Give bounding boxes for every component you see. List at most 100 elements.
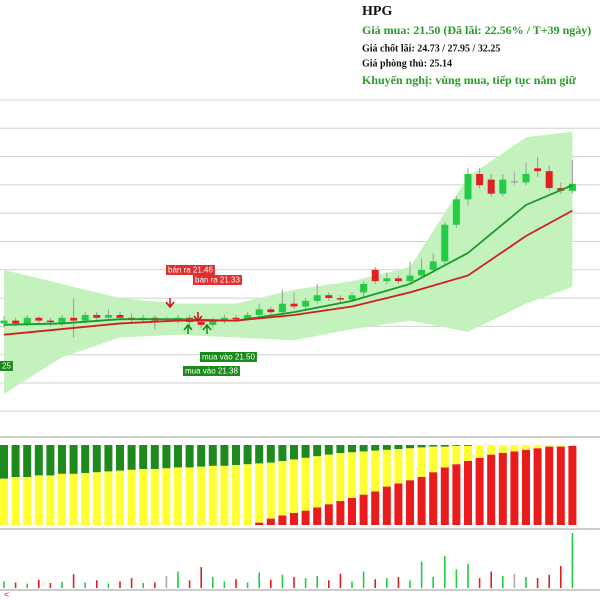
strength-segment xyxy=(348,452,356,498)
strength-segment xyxy=(208,445,217,466)
strength-segment xyxy=(232,465,240,525)
strength-segment xyxy=(533,448,542,525)
signal-box xyxy=(200,352,257,362)
candle-body xyxy=(418,269,426,276)
signal-text: bán ra 21.33 xyxy=(195,276,240,285)
strength-segment xyxy=(429,445,438,447)
candle-body xyxy=(81,314,89,321)
strength-segment xyxy=(266,518,275,525)
marks xyxy=(0,99,600,588)
buy-arrow xyxy=(183,323,193,334)
signal-box xyxy=(183,366,240,376)
scroll-left[interactable]: < xyxy=(4,589,9,599)
strength-segment xyxy=(324,445,333,455)
strength-segment xyxy=(46,445,55,476)
strength-segment xyxy=(394,445,403,449)
strength-segment xyxy=(232,445,240,465)
strength-segment xyxy=(522,449,530,525)
candle-body xyxy=(360,283,368,293)
candle-body xyxy=(35,317,43,321)
strength-segment xyxy=(81,473,90,525)
strength-segment xyxy=(220,445,229,466)
candle-body xyxy=(336,298,344,300)
strength-segment xyxy=(371,450,380,492)
candle-body xyxy=(534,168,542,172)
strength-segment xyxy=(243,464,252,525)
strength-segment xyxy=(150,445,159,469)
strength-segment xyxy=(406,480,414,525)
strength-segment xyxy=(23,477,32,525)
candle-body xyxy=(278,303,286,313)
strength-segment xyxy=(324,504,333,525)
candle-body xyxy=(522,173,530,183)
recommendation: Khuyến nghị: vùng mua, tiếp tục nắm giữ xyxy=(362,73,577,87)
buy-arrow xyxy=(202,323,212,334)
strength-segment xyxy=(382,445,391,450)
strength-segment xyxy=(81,445,90,473)
candle-body xyxy=(46,320,54,323)
strength-segment xyxy=(127,469,136,525)
strength-segment xyxy=(452,445,461,465)
strength-segment xyxy=(429,446,438,473)
strength-segment xyxy=(359,494,368,525)
strength-segment xyxy=(324,454,333,505)
strength-segment xyxy=(278,515,287,525)
strength-segment xyxy=(301,445,310,458)
strength-segment xyxy=(475,457,484,525)
signal-text: 25 xyxy=(2,362,11,371)
strength-segment xyxy=(255,445,264,464)
strength-segment xyxy=(139,469,148,525)
strength-segment xyxy=(301,457,310,511)
candle-body xyxy=(476,173,484,186)
strength-segment xyxy=(0,445,8,479)
signal-text: mua vào 21.38 xyxy=(185,367,238,376)
strength-segment xyxy=(371,491,380,525)
signal-box xyxy=(0,361,13,371)
candle-body xyxy=(209,320,217,325)
strength-segment xyxy=(34,445,43,476)
strength-segment xyxy=(290,513,298,525)
candle-body xyxy=(302,300,310,307)
strength-segment xyxy=(556,445,565,447)
strength-segment xyxy=(394,449,403,484)
strength-segment xyxy=(69,445,78,474)
candle-body xyxy=(441,224,449,262)
band-area xyxy=(4,131,573,394)
signal-label: mua vào 21.50 xyxy=(200,352,257,362)
strength-segment xyxy=(440,467,449,525)
candle-body xyxy=(325,295,333,299)
strength-segment xyxy=(174,467,182,525)
candle-body xyxy=(487,179,495,194)
signal-text: mua vào 21.50 xyxy=(202,353,255,362)
signal-label: bán ra 21.33 xyxy=(193,275,242,285)
strength-segment xyxy=(255,463,264,523)
strength-segment xyxy=(348,497,356,525)
stop-info: Giá phòng thủ: 25.14 xyxy=(362,58,452,69)
strength-segment xyxy=(313,456,322,508)
strength-segment xyxy=(116,470,124,525)
strength-segment xyxy=(46,475,55,525)
strength-segment xyxy=(127,445,136,470)
strength-segment xyxy=(417,445,426,448)
candle-body xyxy=(104,314,112,318)
strength-segment xyxy=(487,454,496,525)
strength-segment xyxy=(533,445,542,449)
strength-segment xyxy=(568,445,577,525)
candle-body xyxy=(464,173,472,200)
strength-segment xyxy=(11,445,20,477)
strength-segment xyxy=(162,468,171,525)
moving-average xyxy=(3,184,573,326)
take-profit-info: Giá chốt lãi: 24.73 / 27.95 / 32.25 xyxy=(362,43,500,54)
strength-segment xyxy=(313,507,322,525)
signal-box xyxy=(166,265,215,275)
candle-body xyxy=(267,309,275,313)
candle-body xyxy=(499,179,507,194)
candle-body xyxy=(510,181,518,183)
sell-arrow xyxy=(193,312,203,323)
strength-segment xyxy=(162,445,171,469)
strength-segment xyxy=(92,472,101,525)
strength-segment xyxy=(382,449,391,487)
strength-segment xyxy=(417,477,426,525)
candle-body xyxy=(0,320,8,324)
